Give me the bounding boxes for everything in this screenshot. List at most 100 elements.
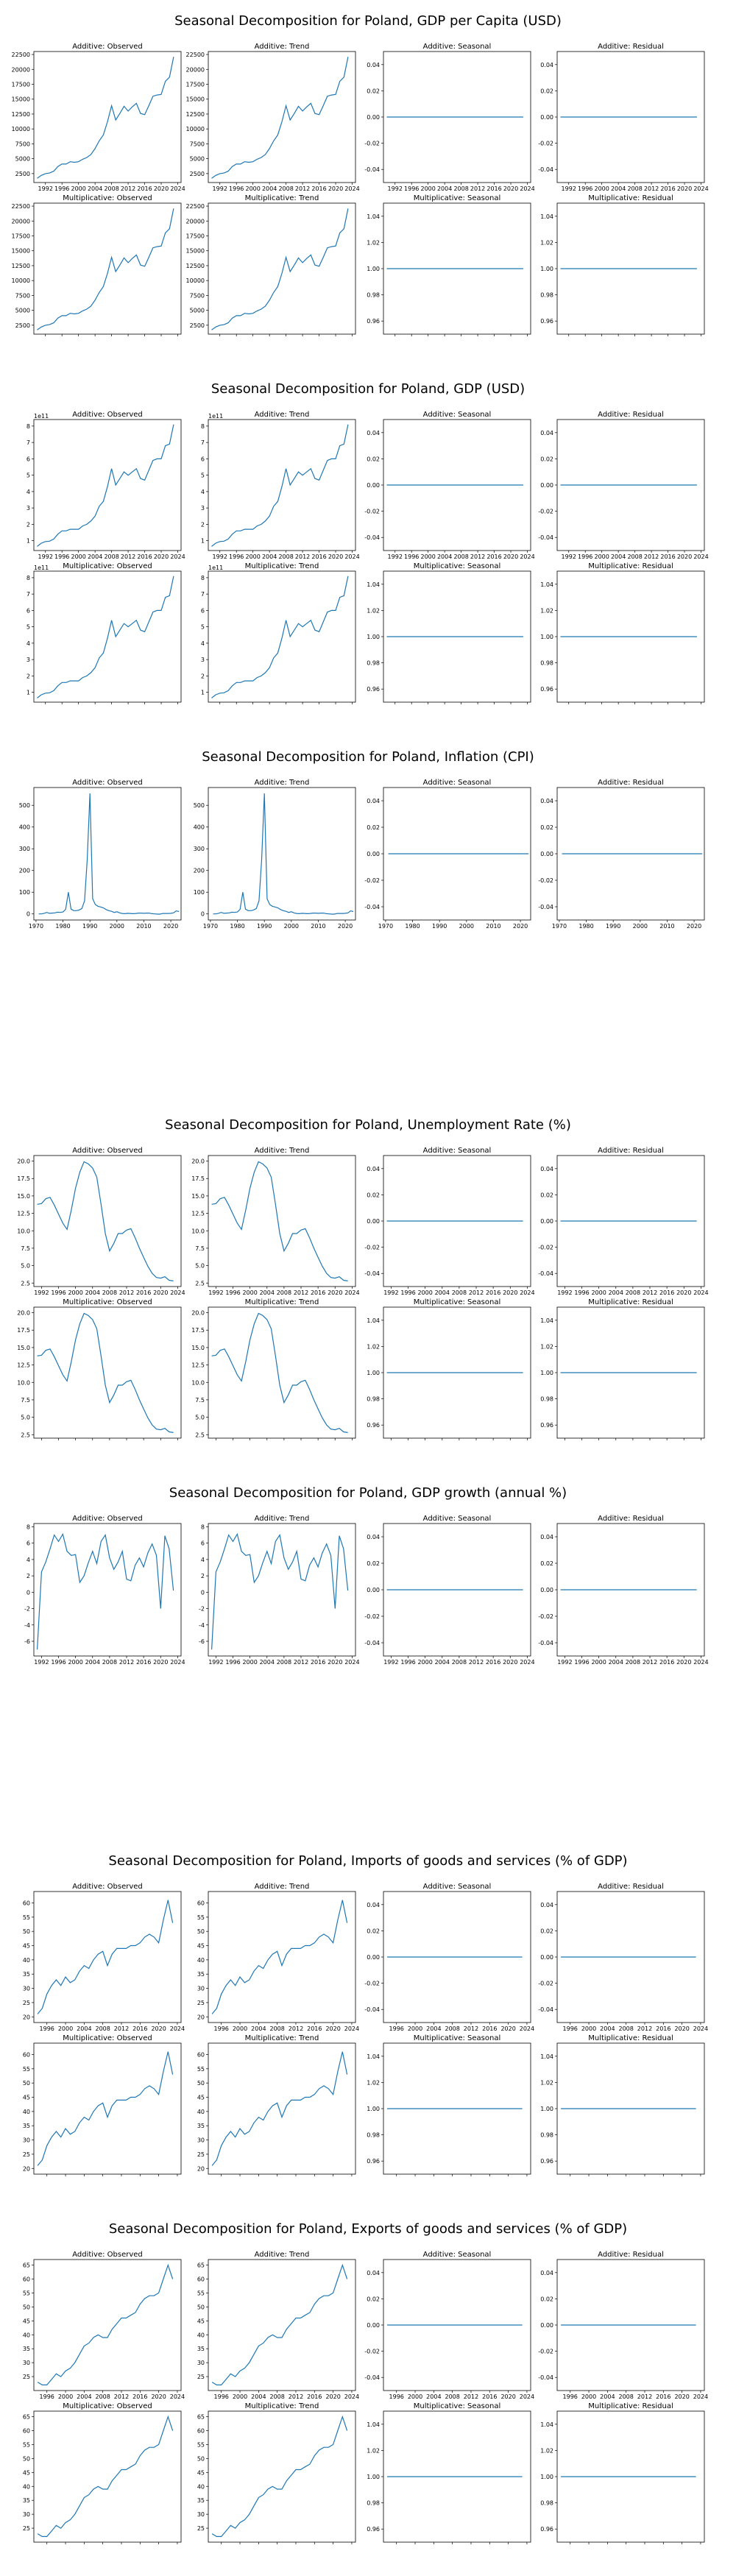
y-tick-label: 1.00 [367, 634, 380, 640]
series-line [211, 2263, 348, 2385]
y-tick-label: 0.00 [540, 1954, 553, 1961]
panel-title: Additive: Seasonal [423, 411, 492, 419]
x-tick-label: 2024 [170, 2393, 185, 2400]
x-tick-label: 2020 [328, 1659, 342, 1666]
panel-title: Additive: Residual [598, 1515, 664, 1523]
y-tick-label: 5.0 [21, 1263, 30, 1270]
y-tick-label: -0.04 [364, 904, 380, 910]
y-tick-label: 1.02 [367, 607, 380, 614]
y-tick-label: 2 [26, 1573, 30, 1579]
x-tick-label: 2000 [417, 1659, 432, 1666]
x-tick-label: 2000 [242, 1659, 257, 1666]
x-tick-label: 1996 [40, 2393, 54, 2400]
x-tick-label: 2020 [503, 185, 518, 192]
x-tick-label: 2020 [328, 185, 343, 192]
y-tick-label: -2 [24, 1606, 30, 1613]
panel-frame [33, 570, 182, 703]
x-tick-label: 2004 [251, 2393, 266, 2400]
x-tick-label: 2012 [119, 1289, 134, 1296]
y-tick-label: 30 [23, 2360, 30, 2366]
x-tick-label: 1996 [578, 553, 592, 560]
y-tick-label: 8 [201, 575, 205, 581]
panel-title: Additive: Trend [255, 2251, 310, 2259]
x-tick-label: 2020 [153, 1289, 168, 1296]
y-tick-label: -0.04 [364, 2374, 380, 2381]
y-tick-label: 0.02 [367, 824, 380, 831]
x-tick-label: 2024 [520, 2025, 534, 2032]
y-tick-label: 0.00 [367, 2322, 380, 2329]
y-tick-label: 12.5 [17, 1211, 30, 1217]
x-tick-label: 2004 [609, 1659, 623, 1666]
y-tick-label: -0.04 [538, 1270, 553, 1277]
y-tick-label: 45 [197, 1943, 205, 1950]
y-tick-label: 25 [23, 2525, 30, 2532]
x-tick-label: 2004 [611, 553, 626, 560]
y-tick-label: 5000 [15, 308, 30, 314]
x-tick-label: 2012 [469, 1659, 484, 1666]
y-tick-label: 2 [201, 1573, 205, 1579]
y-tick-label: -0.04 [538, 1640, 553, 1646]
panel-frame [208, 51, 356, 183]
series-line [37, 57, 174, 179]
x-tick-label: 2008 [452, 1289, 467, 1296]
x-tick-label: 2008 [445, 2393, 459, 2400]
x-tick-label: 1992 [383, 1659, 398, 1666]
y-tick-label: 0.96 [540, 2158, 553, 2165]
x-tick-label: 2024 [170, 553, 185, 560]
y-tick-label: 20.0 [17, 1310, 30, 1317]
x-tick-label: 2008 [95, 2025, 110, 2032]
panel-title: Additive: Seasonal [423, 2251, 492, 2259]
x-tick-label: 2000 [71, 185, 85, 192]
y-tick-label: 30 [23, 1986, 30, 1992]
x-tick-label: 2010 [486, 923, 500, 930]
x-tick-label: 2000 [581, 2025, 596, 2032]
panel-title: Multiplicative: Observed [63, 562, 152, 570]
y-tick-label: 6 [26, 456, 30, 462]
x-tick-label: 2016 [132, 2393, 147, 2400]
panel-multiplicative-observed: Multiplicative: Observed1996200020042008… [23, 2034, 182, 2176]
y-tick-label: 0.96 [367, 2158, 380, 2165]
x-tick-label: 1992 [38, 185, 53, 192]
y-tick-label: 2.5 [21, 1432, 30, 1438]
x-tick-label: 2024 [520, 2393, 534, 2400]
y-tick-label: 500 [19, 802, 30, 809]
y-tick-label: 400 [194, 824, 205, 831]
x-tick-label: 2000 [459, 923, 474, 930]
x-tick-label: 2004 [437, 553, 452, 560]
y-tick-label: 0.00 [367, 1218, 380, 1225]
y-tick-label: 7.5 [21, 1397, 30, 1404]
y-tick-label: 7 [26, 591, 30, 598]
x-tick-label: 2016 [137, 185, 152, 192]
panel-title: Additive: Trend [255, 43, 310, 51]
y-tick-label: -0.02 [538, 2349, 553, 2355]
y-tick-label: 7500 [15, 292, 30, 299]
x-tick-label: 2004 [426, 2025, 441, 2032]
y-tick-label: 20000 [186, 218, 205, 224]
y-tick-label: 12500 [12, 263, 30, 269]
y-tick-label: 8 [201, 1524, 205, 1530]
y-tick-label: 100 [194, 889, 205, 896]
y-tick-label: 3 [201, 505, 205, 512]
y-tick-label: 5000 [15, 156, 30, 163]
y-tick-label: 1.04 [367, 1317, 380, 1324]
x-tick-label: 2024 [693, 1659, 708, 1666]
x-tick-label: 2012 [114, 2393, 129, 2400]
x-tick-label: 2000 [242, 1289, 257, 1296]
series-line [37, 1532, 174, 1650]
x-tick-label: 1996 [214, 2025, 229, 2032]
x-tick-label: 2024 [344, 2393, 359, 2400]
x-tick-label: 1996 [574, 1659, 589, 1666]
x-tick-label: 2012 [470, 185, 485, 192]
panel-multiplicative-residual: Multiplicative: Residual1992199620002004… [540, 194, 705, 336]
y-tick-label: 0.00 [367, 114, 380, 121]
y-tick-label: 0.02 [367, 456, 380, 462]
y-tick-label: 0.00 [540, 2322, 553, 2329]
panel-frame [208, 570, 356, 703]
x-tick-label: 1980 [405, 923, 420, 930]
y-tick-label: 2500 [190, 171, 205, 177]
